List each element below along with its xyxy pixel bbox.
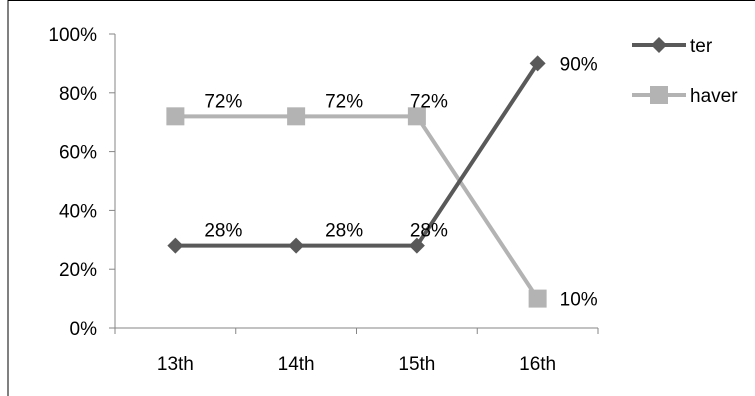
data-label-haver: 10%	[560, 290, 598, 311]
series-haver	[166, 107, 547, 308]
data-point-haver	[287, 107, 306, 126]
data-point-ter	[408, 237, 425, 254]
data-point-ter	[288, 237, 305, 254]
legend: ter haver	[632, 36, 738, 107]
series-line-haver	[175, 114, 540, 300]
data-label-haver: 72%	[204, 91, 242, 112]
data-point-haver	[407, 107, 426, 126]
data-point-haver	[528, 289, 547, 308]
series-line-ter	[175, 62, 540, 248]
series-layer	[166, 55, 547, 308]
x-tick-label: 16th	[519, 354, 556, 375]
data-label-ter: 90%	[560, 54, 598, 75]
y-tick-label: 80%	[59, 84, 97, 105]
chart-frame	[7, 0, 755, 396]
x-tick-label: 13th	[157, 354, 194, 375]
data-point-haver	[166, 107, 185, 126]
x-tick-label: 14th	[278, 354, 315, 375]
tick-labels: 0% 20% 40% 60% 80% 100% 13th 14th 15th 16th	[48, 25, 556, 375]
data-point-ter	[529, 55, 546, 72]
axes	[109, 33, 599, 334]
y-tick-label: 0%	[70, 319, 98, 340]
data-labels: 28% 28% 28% 90% 72% 72% 72% 10%	[204, 54, 597, 310]
y-tick-label: 60%	[59, 143, 97, 164]
y-tick-label: 100%	[48, 25, 97, 46]
x-tick-label: 15th	[398, 354, 435, 375]
data-point-ter	[167, 237, 184, 254]
legend-marker	[651, 37, 667, 53]
y-tick-label: 20%	[59, 260, 97, 281]
legend-label: ter	[690, 36, 713, 57]
legend-item-haver: haver	[632, 86, 738, 107]
legend-label: haver	[690, 86, 738, 107]
legend-marker	[650, 86, 668, 104]
data-label-ter: 28%	[204, 221, 242, 242]
data-label-haver: 72%	[325, 91, 363, 112]
legend-item-ter: ter	[632, 36, 713, 57]
y-tick-label: 40%	[59, 201, 97, 222]
data-label-haver: 72%	[410, 91, 448, 112]
data-label-ter: 28%	[325, 221, 363, 242]
data-label-ter: 28%	[410, 221, 448, 242]
series-ter	[167, 55, 546, 254]
